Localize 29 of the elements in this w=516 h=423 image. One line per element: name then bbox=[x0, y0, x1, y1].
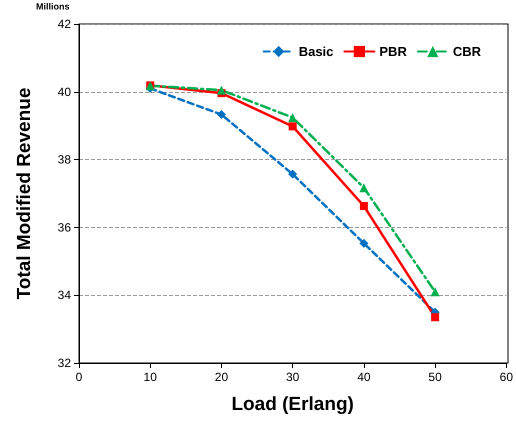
text: Millions bbox=[36, 2, 70, 12]
point bbox=[430, 287, 440, 296]
x-tick-label: 20 bbox=[214, 370, 228, 384]
point bbox=[359, 238, 368, 248]
x-tick-label: 50 bbox=[428, 370, 442, 384]
y-axis-title: Total Modified Revenue bbox=[14, 88, 35, 300]
point bbox=[216, 86, 226, 95]
x-tick-label: 10 bbox=[144, 370, 158, 384]
legend-label: CBR bbox=[452, 44, 482, 59]
point bbox=[216, 110, 226, 120]
x-tick-label: 40 bbox=[357, 370, 371, 384]
point bbox=[288, 113, 298, 122]
y-tick-label: 38 bbox=[58, 152, 72, 167]
y-tick-label: 36 bbox=[58, 220, 72, 234]
y-tick-label: 32 bbox=[58, 356, 72, 370]
x-tick-label: 30 bbox=[286, 370, 300, 384]
y-tick-label: 40 bbox=[58, 84, 72, 99]
legend-label: PBR bbox=[379, 44, 408, 59]
point bbox=[288, 170, 298, 179]
y-tick-label: 34 bbox=[58, 288, 72, 302]
legend-label: Basic bbox=[298, 44, 334, 59]
y-tick-label: 42 bbox=[58, 17, 72, 31]
point bbox=[288, 122, 297, 130]
x-tick-label: 0 bbox=[76, 370, 83, 384]
point bbox=[360, 202, 368, 210]
point bbox=[431, 313, 440, 322]
x-axis-title: Load (Erlang) bbox=[231, 394, 354, 415]
point bbox=[359, 183, 368, 192]
x-tick-label: 60 bbox=[500, 370, 514, 384]
